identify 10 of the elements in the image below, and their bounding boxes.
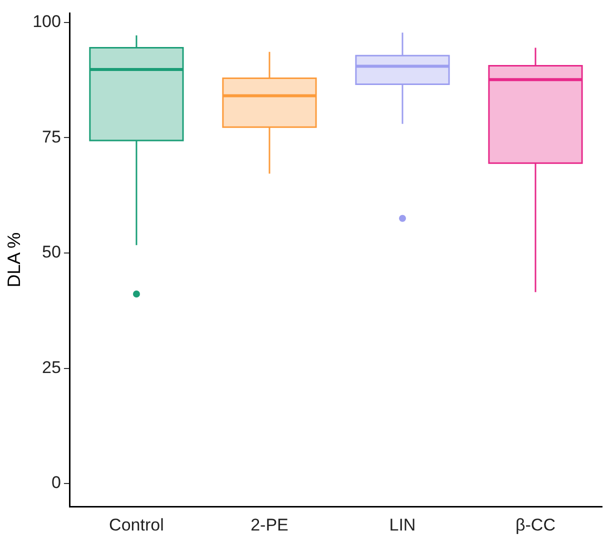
- x-tick-label: Control: [109, 515, 164, 534]
- x-tick-label: LIN: [389, 515, 416, 534]
- y-tick-label: 100: [32, 12, 61, 32]
- y-tick-label: 25: [42, 358, 61, 377]
- x-tick-label: β-CC: [515, 515, 556, 534]
- y-tick-label: 75: [42, 127, 61, 146]
- y-axis-title: DLA %: [4, 232, 24, 288]
- x-tick-label: 2-PE: [250, 515, 288, 534]
- y-tick-label: 0: [51, 473, 61, 492]
- y-tick-label: 50: [42, 242, 61, 262]
